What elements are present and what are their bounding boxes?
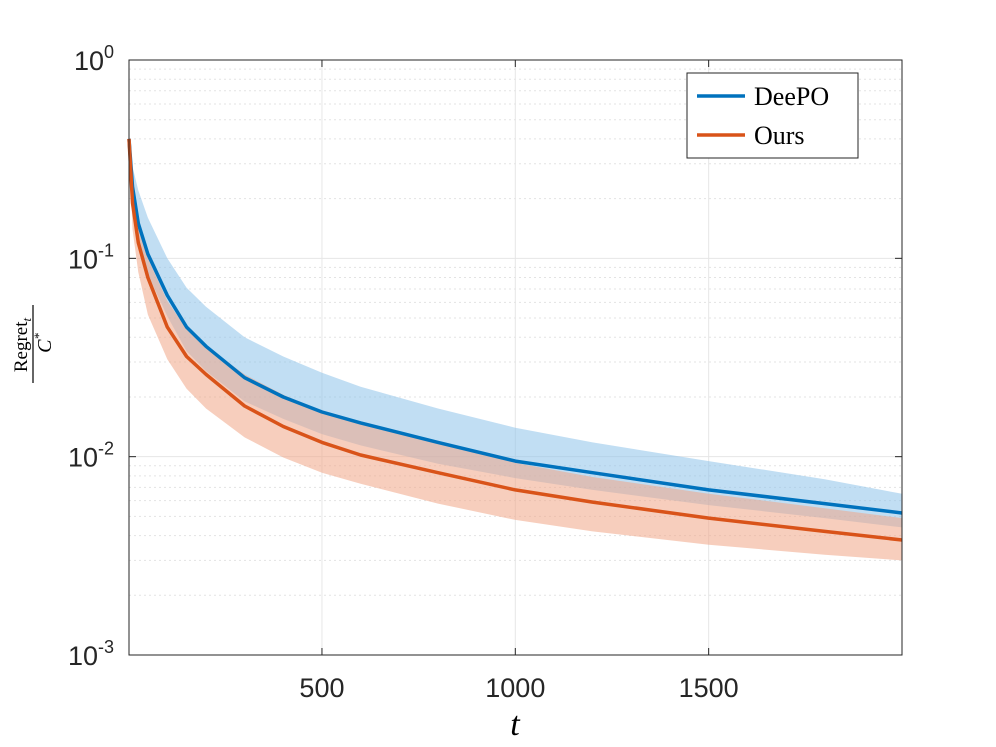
tick-marks <box>129 59 902 656</box>
y-tick-label: 10-2 <box>68 439 114 473</box>
y-axis-label: Regrett C* <box>11 305 56 383</box>
x-tick-label: 500 <box>299 673 344 703</box>
confidence-bands <box>129 138 902 561</box>
y-tick-label: 10-1 <box>68 240 114 274</box>
y-tick-labels: 10-3 10-2 10-1 100 <box>68 42 114 671</box>
y-label-numerator-sub: t <box>19 317 34 321</box>
y-label-denominator-sup: * <box>31 333 46 340</box>
legend: DeePO Ours <box>686 72 859 159</box>
y-tick-label: 100 <box>74 42 114 76</box>
legend-label-deepo: DeePO <box>754 82 829 111</box>
svg-text:Regrett: Regrett <box>11 317 34 372</box>
series-lines <box>127 138 903 542</box>
line-ours <box>127 138 903 542</box>
x-tick-label: 1000 <box>485 673 545 703</box>
x-axis-label: t <box>510 706 521 743</box>
legend-label-ours: Ours <box>754 121 805 150</box>
legend-box <box>686 72 859 159</box>
x-tick-label: 1500 <box>679 673 739 703</box>
line-deepo <box>127 138 903 515</box>
x-tick-labels: 500 1000 1500 <box>299 673 738 703</box>
band-ours <box>129 138 902 561</box>
y-tick-label: 10-3 <box>68 637 114 671</box>
svg-text:C*: C* <box>31 333 56 353</box>
y-label-denominator: C <box>34 339 56 353</box>
y-label-numerator: Regret <box>11 321 32 372</box>
